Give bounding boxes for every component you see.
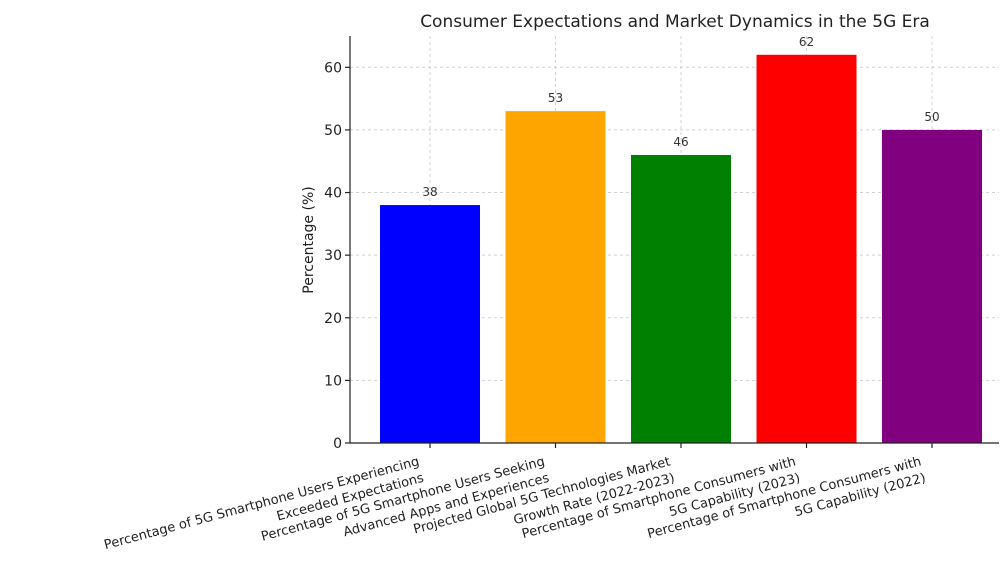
bar: [380, 205, 480, 443]
bar-value-label: 53: [548, 91, 563, 105]
bar-value-label: 46: [673, 135, 688, 149]
y-tick-label: 60: [324, 60, 342, 76]
y-tick-label: 10: [324, 373, 342, 389]
bar: [505, 111, 606, 443]
y-tick-label: 30: [324, 248, 342, 264]
axes: [349, 36, 999, 444]
chart-title: Consumer Expectations and Market Dynamic…: [420, 12, 930, 32]
y-tick-label: 50: [324, 123, 342, 139]
bars: 38 53 46 62 50: [380, 35, 982, 444]
bar-value-label: 50: [924, 110, 939, 124]
bar: [631, 154, 731, 443]
bar: [756, 54, 857, 444]
bar-value-label: 38: [422, 185, 437, 199]
y-axis-label: Percentage (%): [301, 186, 317, 293]
y-ticks: 0 10 20 30 40 50 60: [324, 60, 350, 452]
bar: [882, 129, 982, 443]
x-ticks: Percentage of 5G Smartphone Users Experi…: [103, 443, 933, 553]
y-tick-label: 40: [324, 186, 342, 202]
y-tick-label: 0: [333, 436, 342, 452]
bar-value-label: 62: [799, 35, 814, 49]
y-tick-label: 20: [324, 311, 342, 327]
